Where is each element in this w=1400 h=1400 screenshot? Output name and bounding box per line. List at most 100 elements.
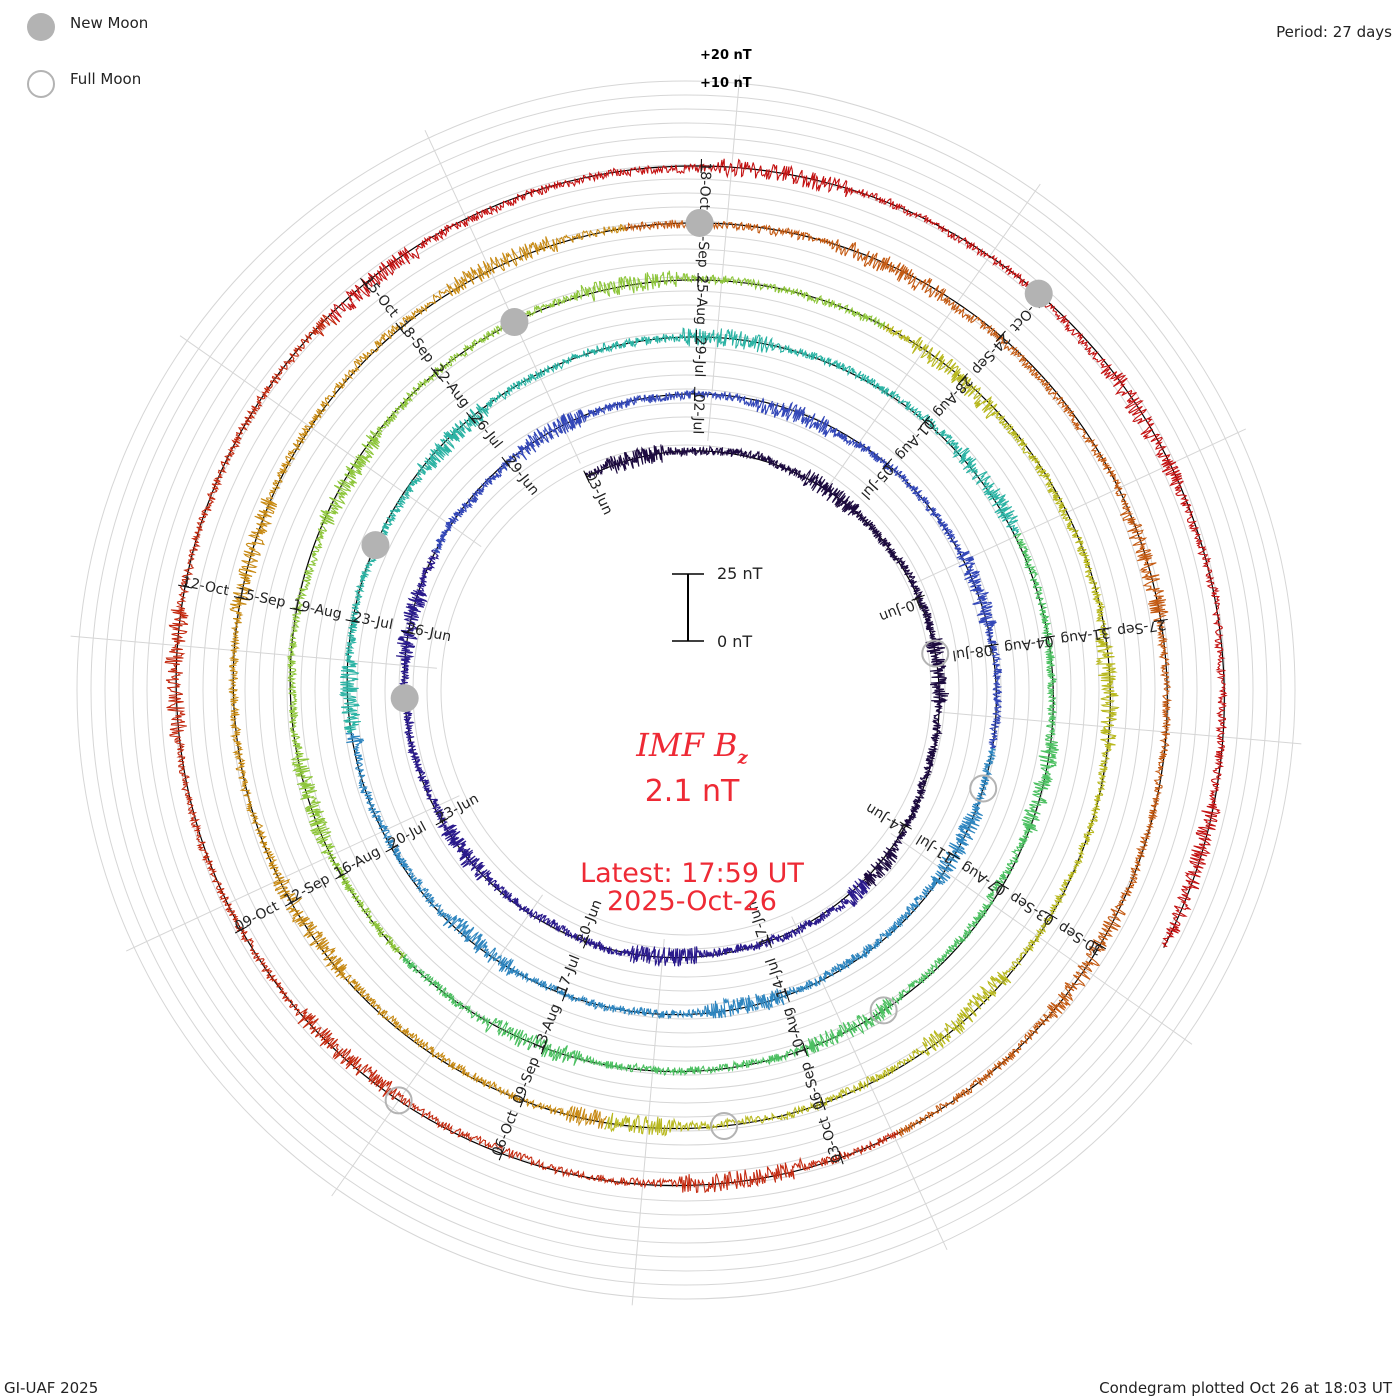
date-tick [899,821,912,830]
center-title: IMF Bz [0,726,1384,768]
center-title-main: IMF B [636,726,738,764]
date-tick [233,596,248,600]
date-tick [882,458,893,470]
date-tick [466,412,476,424]
date-tick [911,594,925,601]
scale-bar-bottom-label: 0 nT [717,632,753,651]
date-tick-label: 13-Aug [531,1001,564,1053]
date-tick-label: 29-Jul [691,337,708,378]
date-tick-label: 15-Sep [235,585,287,611]
grid-spoke [179,335,482,548]
date-tick [561,988,568,1002]
date-tick [401,630,416,635]
date-tick-label: 31-Aug [1059,624,1111,647]
new-moon-marker [685,208,714,237]
grid-ring [258,262,1114,1118]
ring-scale-label-20: +20 nT [700,48,752,63]
grid-ring [328,332,1044,1048]
grid-spoke [791,916,948,1251]
new-moon-marker [361,531,390,560]
new-moon-legend-icon [27,13,55,41]
footer-credit: GI-UAF 2025 [4,1379,99,1397]
bz-trace-segment [338,327,1020,734]
date-tick [430,367,441,379]
grid-ring [370,374,1002,1006]
center-title-sub: z [737,747,748,769]
bz-trace-segment [227,223,627,1129]
date-tick-label: 10-Jun [877,593,925,625]
date-tick [583,470,591,484]
date-tick [435,817,449,826]
grid-ring [286,290,1086,1090]
date-tick-label: 26-Jun [405,620,453,645]
date-tick-label: 23-Jul [351,609,394,633]
date-tick-label: 18-Oct [696,162,713,210]
date-tick [289,607,304,612]
grid-ring [174,178,1198,1202]
grid-ring [132,136,1240,1244]
grid-ring [440,444,932,936]
date-tick [920,415,931,427]
bz-trace-segment [402,532,1059,1077]
new-moon-marker [1024,279,1053,308]
period-label: Period: 27 days [1276,23,1392,41]
latest-date: 2025-Oct-26 [607,886,777,917]
bz-trace-segment [328,158,1228,947]
bz-trace-segment [396,549,871,968]
date-tick [995,330,1006,342]
grid-ring [356,360,1016,1020]
date-tick [501,456,511,469]
date-tick-label: 25-Aug [693,275,710,325]
date-tick [234,926,248,934]
date-tick-label: 14-Jul [763,956,791,1000]
date-tick-label: 18-Sep [394,317,437,366]
grid-spoke [70,635,437,669]
date-tick [395,322,405,335]
date-tick [345,619,360,624]
date-tick-label: 05-Jul [857,461,896,502]
bz-trace-segment [584,444,950,887]
date-tick [996,881,1010,890]
grid-ring [104,108,1268,1272]
bz-trace-segment [164,314,899,1194]
date-tick-label: 12-Oct [181,574,231,599]
grid-spoke [125,795,460,952]
full-moon-marker [710,1112,739,1141]
date-tick [285,898,298,907]
date-tick-label: 06-Sep [798,1060,829,1112]
date-tick-label: 30-Sep [1055,918,1105,958]
grid-ring [300,304,1072,1076]
full-moon-legend-icon [27,70,55,98]
date-tick [838,1150,844,1165]
latest-time: Latest: 17:59 UT [580,858,804,889]
grid-ring [76,80,1296,1300]
date-tick [820,1096,826,1111]
date-tick [802,1042,808,1057]
date-tick [360,277,370,290]
date-tick-label: 20-Jul [386,819,429,852]
scale-bar-top-label: 25 nT [717,564,763,583]
date-tick [1097,627,1112,631]
grid-ring [384,388,988,992]
grid-ring [244,248,1128,1132]
date-tick [540,1041,547,1055]
grid-ring [314,318,1058,1062]
grid-ring [90,94,1282,1286]
grid-spoke [707,74,741,441]
bz-trace-segment [604,323,1120,1137]
date-tick [784,988,790,1003]
date-tick-label: 03-Jun [582,469,616,517]
full-moon-marker [921,639,950,668]
date-tick [1153,618,1168,622]
date-tick [957,373,968,385]
date-tick [385,844,399,853]
bz-trace-segment [432,388,1003,749]
grid-spoke [828,183,1041,486]
grid-ring [118,122,1254,1258]
date-tick-label: 04-Aug [1003,632,1055,655]
date-tick [1041,635,1056,639]
full-moon-legend-label: Full Moon [70,70,142,88]
date-tick [1093,941,1107,950]
full-moon-marker [384,1086,413,1115]
